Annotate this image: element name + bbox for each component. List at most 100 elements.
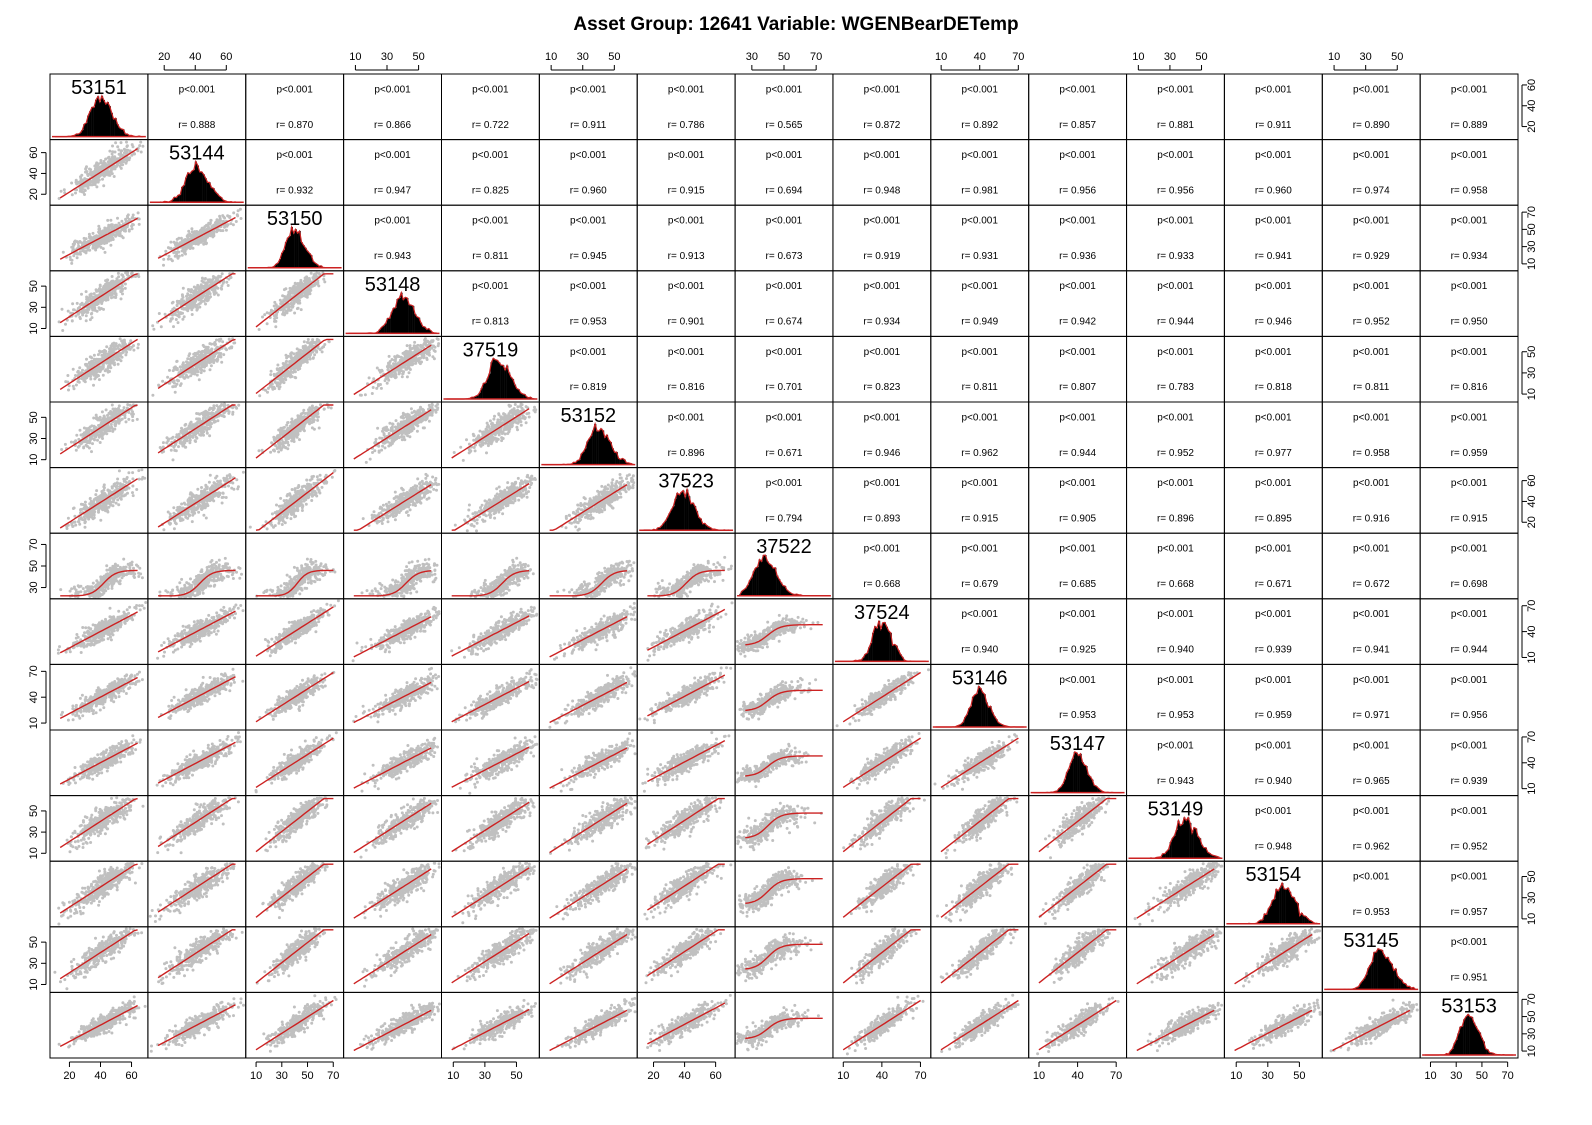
histogram-bar [576, 460, 579, 465]
panel-53150-53154: p<0.001 r= 0.941 [1223, 204, 1323, 272]
smooth-line [157, 1004, 236, 1047]
p-value: p<0.001 [1353, 150, 1390, 161]
r-value: r= 0.959 [1255, 710, 1292, 721]
histogram-bar [780, 582, 783, 596]
smooth-line [549, 1009, 628, 1052]
panel-37522-53147: p<0.001 r= 0.685 [1028, 532, 1128, 600]
histogram-bar [709, 527, 712, 531]
panel-37522-53148 [343, 532, 443, 600]
histogram-bar [206, 182, 209, 203]
scatter-points [936, 862, 1014, 923]
y-axis-53145: 10 30 50 [28, 936, 47, 991]
histogram-bar [746, 585, 749, 596]
histogram-bar [592, 430, 595, 465]
histogram-bar [1308, 920, 1311, 924]
panel-53147-53146 [930, 729, 1030, 797]
histogram-bar [284, 242, 288, 268]
panel-53150-53147: p<0.001 r= 0.936 [1028, 204, 1128, 272]
panel-37523-53154: p<0.001 r= 0.895 [1223, 467, 1323, 534]
histogram-bar [784, 586, 787, 596]
r-value: r= 0.889 [1451, 120, 1488, 131]
histogram-bar [791, 594, 794, 596]
histogram-bar [302, 245, 305, 268]
r-value: r= 0.952 [1451, 841, 1488, 852]
panel-37523-53147: p<0.001 r= 0.905 [1028, 467, 1128, 534]
histogram-bar [1073, 751, 1076, 793]
smooth-line [256, 569, 334, 597]
p-value: p<0.001 [1353, 478, 1390, 489]
panel-37522-53151 [49, 532, 149, 600]
scatter-points [262, 994, 338, 1053]
panel-frame [538, 532, 638, 600]
panel-53153-53152 [538, 991, 638, 1059]
panel-37522-53153: p<0.001 r= 0.698 [1419, 532, 1519, 600]
p-value: p<0.001 [570, 84, 607, 95]
r-value: r= 0.939 [1451, 776, 1488, 787]
x-axis-37524: 10 40 70 [837, 1061, 927, 1082]
panel-53153-37524 [832, 991, 932, 1059]
panel-53151-53152: p<0.001 r= 0.911 [538, 73, 638, 141]
tick-label: 50 [1526, 223, 1538, 235]
panel-53154-53149 [1126, 860, 1225, 928]
panel-37523-53150 [245, 467, 345, 534]
scatter-points [549, 796, 637, 855]
panel-37523-53151 [49, 467, 149, 534]
scatter-points [61, 734, 142, 786]
histogram-bar [410, 305, 413, 334]
histogram-bar [680, 492, 683, 531]
panel-37524-37523 [636, 598, 736, 665]
histogram-bar [989, 706, 992, 727]
variable-label: 53146 [952, 667, 1008, 689]
p-value: p<0.001 [472, 150, 509, 161]
histogram-bar [1163, 853, 1166, 859]
tick-label: 30 [746, 51, 758, 63]
histogram-bar [1451, 1048, 1454, 1055]
panel-53151-53150: p<0.001 r= 0.870 [245, 73, 345, 141]
panel-53146-53152 [538, 663, 638, 731]
histogram-bar [660, 525, 663, 531]
r-value: r= 0.892 [961, 120, 998, 131]
histogram-bar [588, 438, 591, 465]
smooth-line [157, 338, 236, 389]
histogram-bar [1480, 1037, 1483, 1055]
histogram-bar [658, 527, 661, 531]
histogram-bar [878, 620, 881, 662]
scatter-points [940, 993, 1020, 1053]
r-value: r= 0.895 [1255, 513, 1292, 524]
panel-37523-53149: p<0.001 r= 0.896 [1126, 467, 1225, 534]
panel-37524-37524: 37524 [832, 598, 932, 665]
histogram-bar [1081, 762, 1084, 793]
scatter-points [646, 601, 734, 662]
histogram-bar [110, 112, 113, 137]
panel-37522-53146: p<0.001 r= 0.679 [930, 532, 1030, 600]
panel-53150-53152: p<0.001 r= 0.945 [538, 204, 638, 272]
histogram-bar [968, 708, 971, 727]
panel-53147-53150 [245, 729, 345, 797]
y-axis-37519: 10 30 50 [1521, 346, 1538, 400]
histogram-bar [1408, 986, 1411, 990]
panel-53149-53147 [1028, 795, 1128, 862]
tick-label: 20 [63, 1070, 75, 1082]
y-axis-37522: 30 50 70 [28, 538, 47, 594]
r-value: r= 0.944 [1451, 645, 1488, 656]
p-value: p<0.001 [1255, 740, 1292, 751]
histogram-bar [613, 452, 616, 465]
tick-label: 20 [647, 1070, 659, 1082]
p-value: p<0.001 [766, 216, 803, 227]
histogram-bar [1388, 961, 1391, 990]
histogram-bar [1075, 752, 1078, 793]
histogram-bar [682, 490, 685, 531]
r-value: r= 0.953 [570, 317, 607, 328]
p-value: p<0.001 [962, 609, 999, 620]
panel-53144-53150: p<0.001 r= 0.932 [245, 139, 345, 206]
histogram-bar [1183, 817, 1186, 859]
density-curve [837, 620, 926, 662]
histogram-bar [1195, 828, 1198, 859]
histogram-bar [77, 134, 80, 137]
histogram-bar [304, 247, 307, 268]
density-curve [348, 290, 437, 334]
histogram-bar [762, 555, 765, 596]
histogram-bar [202, 174, 205, 203]
smooth-line [647, 863, 725, 911]
histogram-bar [584, 448, 587, 465]
